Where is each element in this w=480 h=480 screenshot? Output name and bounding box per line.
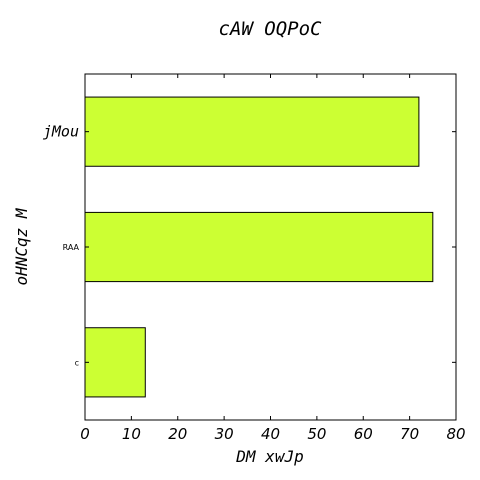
y-tick-label: c <box>75 358 79 367</box>
x-axis-label: DM xwJp <box>235 447 303 466</box>
bars-group <box>84 96 434 398</box>
x-tick-label: 50 <box>307 425 326 443</box>
x-tick-label: 20 <box>168 425 187 443</box>
x-tick-label: 70 <box>400 425 419 443</box>
x-tick-label: 0 <box>80 425 90 443</box>
x-tick-label: 10 <box>122 425 141 443</box>
chart-title: cAW OQPoC <box>219 18 323 40</box>
x-tick-label: 80 <box>446 425 465 443</box>
ticks-group: c RAA jMou 0 10 20 30 40 50 60 70 80 <box>43 74 466 443</box>
plot-area-frame <box>84 73 457 421</box>
y-tick-label: RAA <box>63 243 80 252</box>
x-tick-label: 30 <box>215 425 234 443</box>
x-tick-label: 40 <box>261 425 280 443</box>
bar-RAA <box>84 211 434 283</box>
y-tick-label: jMou <box>43 123 79 141</box>
x-tick-label: 60 <box>354 425 373 443</box>
bar-jMou <box>84 96 420 167</box>
y-axis-label: oHNCqz M <box>12 207 31 285</box>
bar-c <box>84 327 146 398</box>
